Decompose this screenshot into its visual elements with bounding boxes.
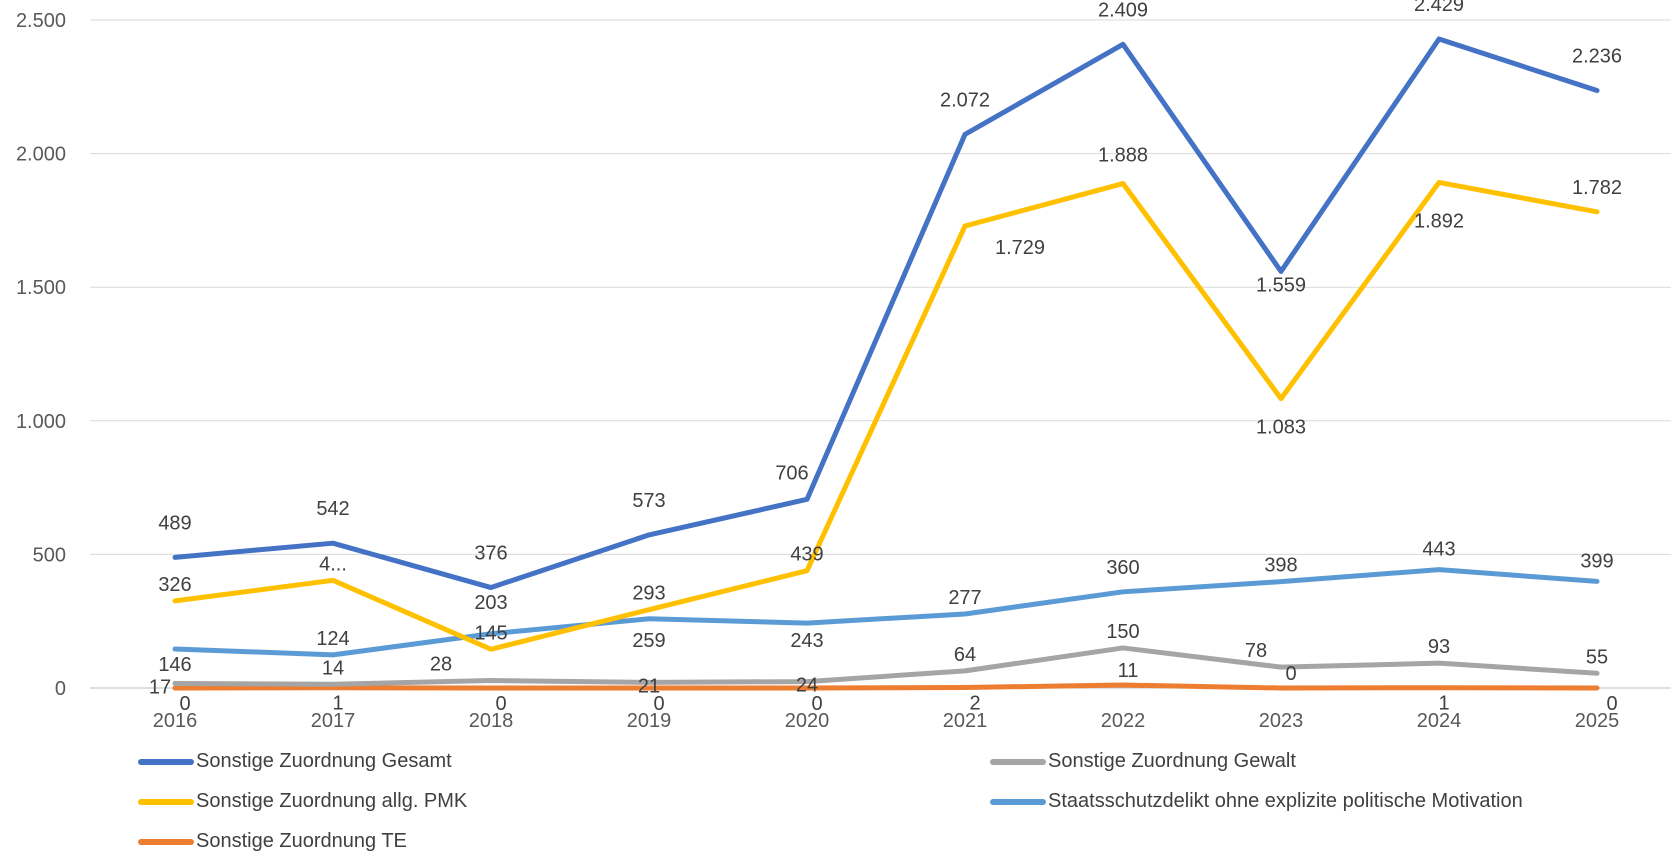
x-tick-label: 2020 [785,710,830,732]
data-label-gewalt: 55 [1586,646,1608,668]
data-label-gesamt: 489 [158,512,191,534]
x-tick-label: 2017 [311,710,356,732]
x-tick-label: 2016 [153,710,198,732]
data-label-te: 11 [1118,660,1139,682]
data-label-pmk: 1.892 [1414,210,1464,232]
data-label-pmk: 439 [790,544,823,566]
y-tick-label: 0 [55,678,66,700]
data-label-gewalt: 28 [430,654,452,676]
data-label-gewalt: 64 [954,644,976,666]
series-line-staatsschutz [172,567,1600,658]
y-tick-label: 1.000 [16,411,66,433]
data-label-pmk: 4... [319,553,347,575]
data-label-staatsschutz: 259 [632,630,665,652]
data-label-pmk: 1.888 [1098,145,1148,167]
data-label-gewalt: 21 [638,675,660,697]
data-label-staatsschutz: 399 [1580,550,1613,572]
data-label-te: 0 [1606,693,1617,715]
data-label-pmk: 293 [632,583,665,605]
data-label-gesamt: 706 [775,462,808,484]
data-label-staatsschutz: 146 [158,654,191,676]
x-tick-label: 2019 [627,710,672,732]
y-tick-label: 2.000 [16,144,66,166]
data-label-staatsschutz: 124 [316,628,349,650]
data-label-staatsschutz: 360 [1106,557,1139,579]
data-label-gesamt: 2.236 [1572,46,1622,68]
data-label-te: 0 [179,693,190,715]
data-label-staatsschutz: 243 [790,630,823,652]
data-label-gewalt: 24 [796,675,818,697]
data-label-te: 1 [332,693,343,715]
series-line-te [172,682,1600,691]
data-label-te: 0 [495,693,506,715]
data-label-gesamt: 2.409 [1098,0,1148,21]
data-label-gewalt: 150 [1106,621,1139,643]
data-label-te: 1 [1438,693,1449,715]
data-label-pmk: 1.782 [1572,177,1622,199]
series-line-gewalt [172,645,1600,687]
data-label-staatsschutz: 277 [948,587,981,609]
data-label-pmk: 326 [158,574,191,596]
x-tick-label: 2024 [1417,710,1462,732]
data-label-gewalt: 93 [1428,636,1450,658]
data-label-gesamt: 542 [316,498,349,520]
data-label-gesamt: 573 [632,490,665,512]
x-tick-label: 2018 [469,710,514,732]
y-tick-label: 500 [33,544,66,566]
data-label-gewalt: 78 [1245,640,1267,662]
x-tick-label: 2021 [943,710,988,732]
data-label-gesamt: 376 [474,543,507,565]
data-label-pmk: 1.729 [995,237,1045,259]
x-tick-label: 2025 [1575,710,1620,732]
data-label-gesamt: 2.429 [1414,0,1464,16]
y-tick-label: 1.500 [16,277,66,299]
data-label-te: 0 [653,693,664,715]
data-label-staatsschutz: 398 [1264,555,1297,577]
data-label-gewalt: 14 [322,657,344,679]
x-tick-label: 2023 [1259,710,1304,732]
data-label-te: 0 [1285,663,1296,685]
x-tick-label: 2022 [1101,710,1146,732]
data-label-staatsschutz: 203 [474,592,507,614]
y-tick-label: 2.500 [16,10,66,32]
series-line-gesamt [172,36,1600,591]
data-label-gewalt: 17 [149,676,171,698]
data-label-pmk: 1.083 [1256,417,1306,439]
series-line-pmk [172,179,1600,652]
data-label-gesamt: 2.072 [940,89,990,111]
data-label-te: 2 [969,692,980,714]
data-label-gesamt: 1.559 [1256,274,1306,296]
data-label-pmk: 145 [474,622,507,644]
data-label-te: 0 [811,693,822,715]
data-label-staatsschutz: 443 [1422,539,1455,561]
